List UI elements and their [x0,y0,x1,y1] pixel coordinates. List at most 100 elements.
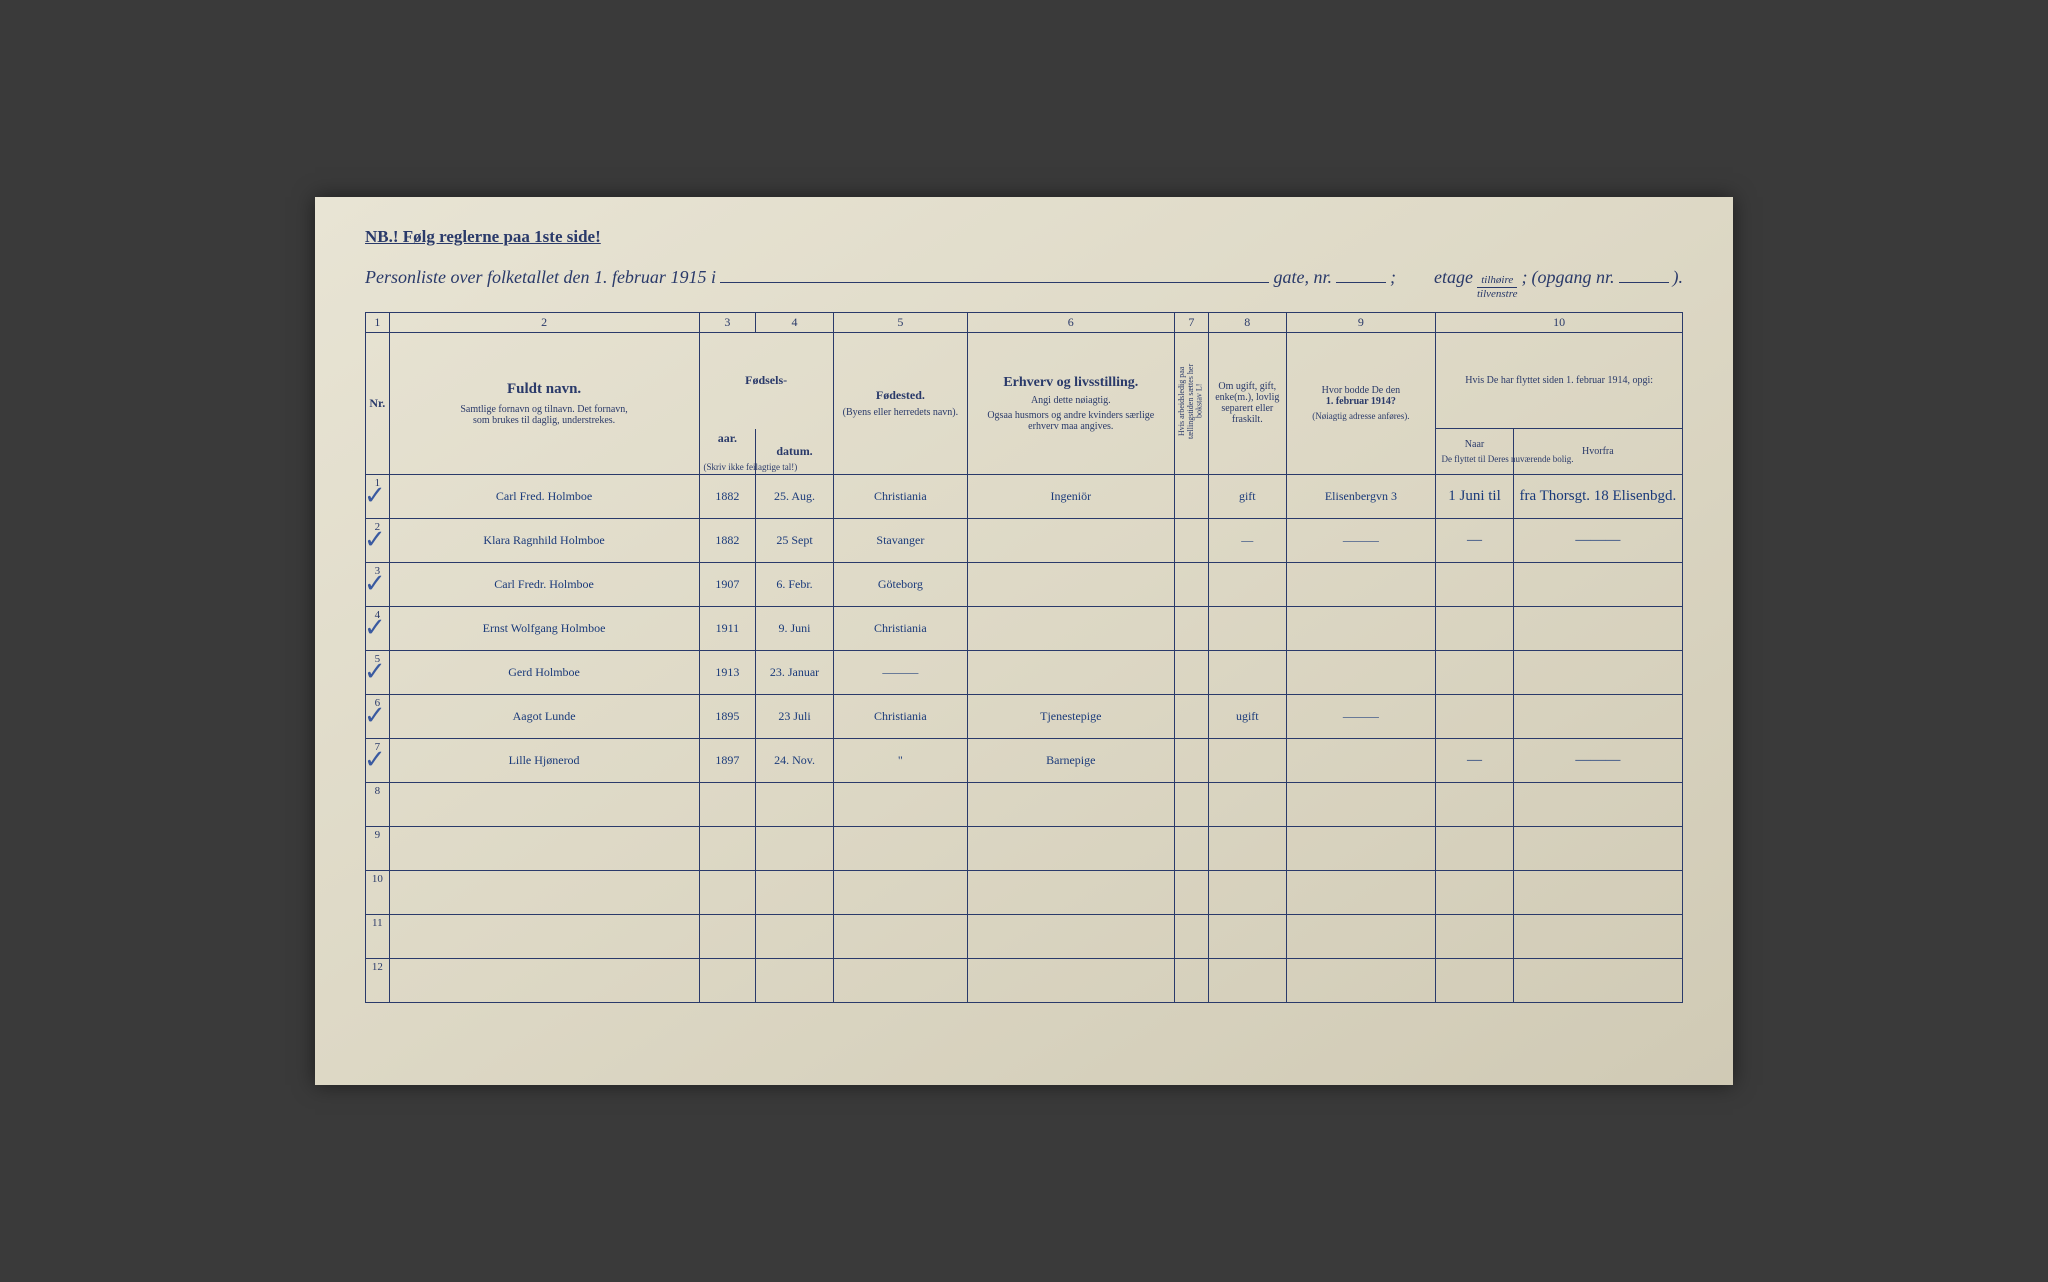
colnum-6: 6 [968,313,1175,333]
etage-fraction: tilhøire tilvenstre [1477,275,1518,300]
cell-date: 25 Sept [756,518,833,562]
table-row: 10 [366,870,1683,914]
cell-prev-addr [1286,562,1436,606]
checkmark-icon: ✓ [364,613,386,643]
checkmark-icon: ✓ [364,745,386,775]
cell-nr: 11 [366,914,390,958]
cell-occupation [968,914,1175,958]
colnum-9: 9 [1286,313,1436,333]
title-prefix: Personliste over folketallet den 1. febr… [365,267,716,288]
cell-occupation [968,870,1175,914]
cell-hvorfra: fra Thorsgt. 18 Elisenbgd. [1513,474,1682,518]
cell-name: Aagot Lunde [389,694,699,738]
table-row: ✓1Carl Fred. Holmboe188225. Aug.Christia… [366,474,1683,518]
cell-hvorfra [1513,606,1682,650]
cell-year [699,870,756,914]
cell-occupation [968,606,1175,650]
cell-name: Ernst Wolfgang Holmboe [389,606,699,650]
checkmark-icon: ✓ [364,525,386,555]
cell-date [756,782,833,826]
cell-nr: ✓7 [366,738,390,782]
cell-year: 1897 [699,738,756,782]
fill-nr [1336,265,1386,283]
table-row: ✓7Lille Hjønerod189724. Nov."Barnepige——… [366,738,1683,782]
cell-date: 6. Febr. [756,562,833,606]
cell-nr: 8 [366,782,390,826]
cell-date: 25. Aug. [756,474,833,518]
cell-birthplace [833,782,967,826]
cell-status: ugift [1209,694,1286,738]
cell-year: 1913 [699,650,756,694]
cell-birthplace: Stavanger [833,518,967,562]
table-header: 1 2 3 4 5 6 7 8 9 10 Nr. Fuldt navn. Sam… [366,313,1683,475]
cell-status: — [1209,518,1286,562]
cell-status: gift [1209,474,1286,518]
head-birthplace: Fødested. (Byens eller herredets navn). [833,333,967,475]
checkmark-icon: ✓ [364,481,386,511]
cell-birthplace [833,826,967,870]
cell-col7 [1174,826,1208,870]
table-body: ✓1Carl Fred. Holmboe188225. Aug.Christia… [366,474,1683,1002]
cell-birthplace: " [833,738,967,782]
colnum-7: 7 [1174,313,1208,333]
cell-name [389,914,699,958]
cell-col7 [1174,606,1208,650]
cell-name [389,870,699,914]
cell-name: Gerd Holmboe [389,650,699,694]
cell-date [756,826,833,870]
cell-year: 1911 [699,606,756,650]
cell-occupation [968,826,1175,870]
cell-status [1209,606,1286,650]
cell-hvorfra [1513,650,1682,694]
colnum-2: 2 [389,313,699,333]
table-row: 9 [366,826,1683,870]
cell-date: 9. Juni [756,606,833,650]
cell-year: 1882 [699,474,756,518]
cell-nr: ✓6 [366,694,390,738]
cell-occupation [968,562,1175,606]
cell-hvorfra [1513,782,1682,826]
cell-name [389,958,699,1002]
cell-birthplace [833,958,967,1002]
cell-prev-addr [1286,870,1436,914]
cell-col7 [1174,782,1208,826]
cell-occupation: Tjenestepige [968,694,1175,738]
cell-col7 [1174,518,1208,562]
head-nr: Nr. [366,333,390,475]
census-table: 1 2 3 4 5 6 7 8 9 10 Nr. Fuldt navn. Sam… [365,312,1683,1003]
cell-naar [1436,694,1513,738]
cell-col7 [1174,650,1208,694]
colnum-10: 10 [1436,313,1683,333]
cell-nr: 9 [366,826,390,870]
head-moved: Hvis De har flyttet siden 1. februar 191… [1436,333,1683,429]
head-birth-year: aar. (Skriv ikke feilagtige tal!) [699,429,756,475]
semicolon-1: ; [1390,267,1396,288]
cell-status [1209,826,1286,870]
cell-naar [1436,958,1513,1002]
cell-prev-addr [1286,782,1436,826]
head-naar: Naar De flyttet til Deres nuværende boli… [1436,429,1513,475]
cell-col7 [1174,738,1208,782]
cell-naar: 1 Juni til [1436,474,1513,518]
cell-hvorfra [1513,958,1682,1002]
fill-street [720,265,1270,283]
cell-name: Carl Fred. Holmboe [389,474,699,518]
cell-naar [1436,606,1513,650]
cell-date [756,914,833,958]
cell-nr: ✓1 [366,474,390,518]
cell-date: 24. Nov. [756,738,833,782]
cell-birthplace [833,870,967,914]
table-row: ✓5Gerd Holmboe191323. Januar——— [366,650,1683,694]
head-occupation: Erhverv og livsstilling. Angi dette nøia… [968,333,1175,475]
colnum-1: 1 [366,313,390,333]
cell-naar [1436,782,1513,826]
cell-naar [1436,650,1513,694]
cell-prev-addr: ——— [1286,518,1436,562]
cell-year: 1882 [699,518,756,562]
cell-occupation [968,650,1175,694]
cell-naar: — [1436,518,1513,562]
opgang-close: ). [1673,267,1684,288]
cell-date: 23 Juli [756,694,833,738]
cell-prev-addr [1286,958,1436,1002]
colnum-8: 8 [1209,313,1286,333]
